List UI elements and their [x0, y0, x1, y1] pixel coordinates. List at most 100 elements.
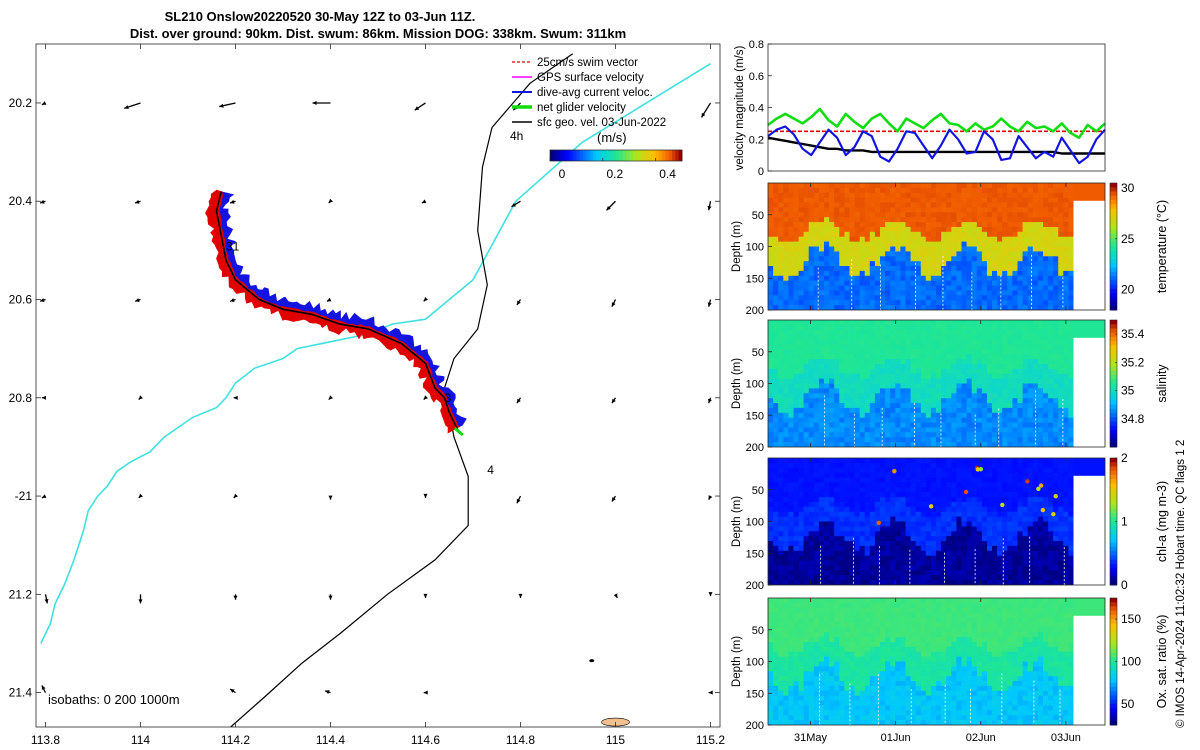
section-colorbar-swatch	[1110, 229, 1117, 235]
section-colorbar-swatch	[1110, 576, 1117, 582]
map-xtick-label: 114	[131, 733, 150, 747]
section-colorbar-tick: 35	[1121, 384, 1135, 398]
velocity-ylabel: velocity magnitude (m/s)	[734, 46, 746, 171]
section-colorbar-swatch	[1110, 349, 1117, 355]
section-colorbar-swatch	[1110, 341, 1117, 346]
section-panel-oxygen: 50 100 150 200 Depth (m) 50 100 150 Ox. sat. rat…	[731, 597, 1169, 732]
colorbar-swatch	[678, 150, 683, 161]
section-colorbar-swatch	[1110, 665, 1117, 671]
map-ytick-label: 20.2	[9, 96, 33, 110]
section-colorbar-swatch	[1110, 716, 1117, 722]
map-panel: 31 3 4 113.8 114 114.2 114.4 114.6 114.8 115 115.…	[9, 43, 725, 747]
velocity-ytick-label: 0.8	[749, 39, 764, 51]
chl-speckle	[1000, 502, 1005, 508]
chl-speckle	[928, 504, 934, 509]
section-colorbar-swatch	[1110, 538, 1117, 544]
colorbar-swatch	[629, 150, 633, 161]
colorbar-swatch	[625, 150, 630, 161]
colorbar-swatch	[602, 150, 607, 161]
section-colorbar-swatch	[1110, 496, 1117, 501]
section-colorbar-swatch	[1110, 250, 1117, 256]
section-colorbar-swatch	[1110, 425, 1117, 431]
section-colorbar-swatch	[1110, 703, 1117, 709]
section-colorbar-swatch	[1110, 442, 1117, 448]
colorbar-swatch	[642, 150, 647, 161]
day-label-2: 4	[487, 463, 494, 477]
colorbar-swatch	[559, 150, 564, 161]
section-colorbar-swatch	[1110, 640, 1117, 646]
map-xtick-label: 114.2	[221, 733, 250, 747]
section-colorbar-swatch	[1110, 657, 1117, 662]
colorbar-swatch	[589, 150, 594, 161]
section-colorbar-swatch	[1110, 254, 1117, 260]
depth-tick-label: 150	[746, 688, 764, 700]
depth-tick-label: 200	[746, 442, 764, 454]
sfc-geo-vector	[414, 102, 426, 111]
colorbar-swatch	[579, 150, 584, 161]
sfc-geo-vector	[516, 397, 522, 404]
section-colorbar-swatch	[1110, 504, 1117, 510]
section-colorbar-swatch	[1110, 383, 1117, 389]
section-colorbar-tick: 150	[1121, 612, 1141, 626]
depth-tick-label: 200	[746, 580, 764, 592]
map-ytick-label: 20.6	[9, 293, 33, 307]
legend-swim-vector: 25cm/s swim vector	[537, 57, 638, 69]
sfc-geo-vector	[39, 298, 46, 302]
sfc-geo-vector	[229, 688, 236, 694]
colorbar-swatch	[662, 150, 666, 161]
sfc-geo-vector	[326, 297, 332, 302]
section-colorbar-swatch	[1110, 462, 1117, 467]
sfc-geo-vector	[41, 395, 46, 400]
glider-track	[215, 191, 460, 433]
legend-sfc-geo: sfc geo. vel. 03-Jun-2022	[537, 117, 666, 129]
section-colorbar-swatch	[1110, 328, 1117, 334]
colorbar-swatch	[616, 150, 620, 161]
sfc-geo-vector	[233, 594, 238, 600]
chl-speckle	[1040, 507, 1046, 513]
depth-tick-label: 150	[746, 273, 764, 285]
date-tick-label: 03Jun	[1051, 732, 1081, 744]
depth-tick-label: 200	[746, 720, 764, 732]
title-line-1: SL210 Onslow20220520 30-May 12Z to 03-Ju…	[165, 9, 476, 24]
map-xtick-label: 115	[606, 733, 625, 747]
colorbar-swatch	[632, 150, 637, 161]
section-colorbar-swatch	[1110, 204, 1117, 209]
sfc-geo-vector	[516, 495, 522, 504]
map-ytick-label: 21.2	[9, 587, 33, 601]
islet	[589, 659, 595, 663]
section-colorbar-swatch	[1110, 542, 1117, 548]
section-colorbar-swatch	[1110, 400, 1117, 406]
section-colorbar-swatch	[1110, 606, 1117, 612]
map-ytick-label: -21	[15, 489, 33, 503]
map-ytick-label: 20.4	[9, 194, 33, 208]
depth-tick-label: 150	[746, 548, 764, 560]
section-colorbar-tick: 0	[1121, 578, 1128, 592]
section-colorbar-swatch	[1110, 267, 1117, 273]
depth-tick-label: 100	[746, 379, 764, 391]
section-colorbar-tick: 2	[1121, 451, 1128, 465]
colorbar-swatch	[639, 150, 643, 161]
section-colorbar-swatch	[1110, 699, 1117, 705]
colorbar-swatch	[655, 150, 660, 161]
sfc-geo-vector	[606, 200, 616, 211]
section-colorbar-swatch	[1110, 404, 1117, 410]
colorbar-tick-label: 0.4	[659, 167, 676, 181]
sfc-geo-vector	[138, 395, 143, 401]
colorbar-swatch	[573, 150, 577, 161]
section-colorbar-swatch	[1110, 370, 1117, 376]
day-label-1: 3	[445, 391, 452, 405]
colorbar-tick-label: 0	[559, 167, 566, 181]
colorbar-swatch	[609, 150, 614, 161]
section-colorbar-swatch	[1110, 602, 1117, 607]
section-colorbar-swatch	[1110, 263, 1117, 269]
sfc-geo-vector	[708, 495, 713, 500]
chl-speckle	[876, 520, 881, 526]
section-colorbar-swatch	[1110, 208, 1117, 214]
colorbar-swatch	[576, 150, 581, 161]
section-colorbar-swatch	[1110, 653, 1117, 658]
chl-speckle	[975, 467, 980, 472]
credit-text: © IMOS 14-Apr-2024 11:02:32 Hobart time.…	[1175, 440, 1187, 728]
section-colorbar-swatch	[1110, 212, 1117, 218]
section-colorbar-swatch	[1110, 297, 1117, 303]
